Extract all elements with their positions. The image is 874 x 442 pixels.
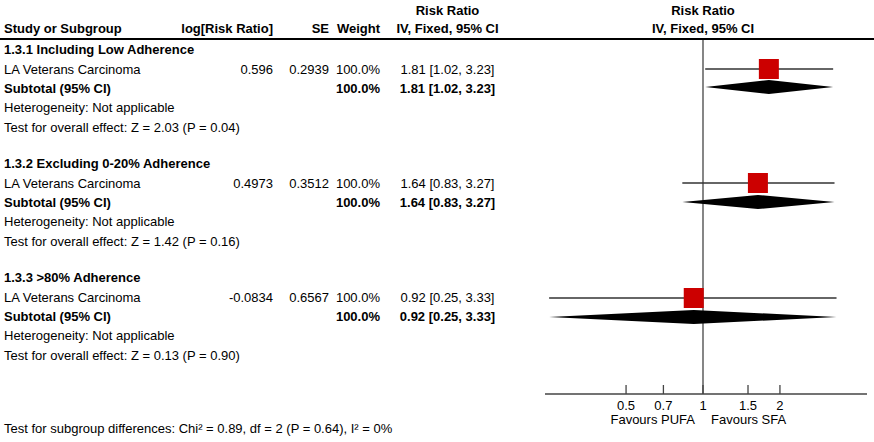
subtotal-weight: 100.0% <box>329 79 380 98</box>
section-spacer <box>0 138 515 154</box>
heterogeneity-note: Heterogeneity: Not applicable <box>0 212 515 232</box>
subgroup-title: 1.3.2 Excluding 0-20% Adherence <box>0 154 515 174</box>
table-body: 1.3.1 Including Low Adherence LA Veteran… <box>0 40 515 366</box>
table-header-row: Study or Subgroup log[Risk Ratio] SE Wei… <box>0 21 515 36</box>
study-name: LA Veterans Carcinoma <box>0 60 171 79</box>
subgroup-title: 1.3.3 >80% Adherence <box>0 268 515 288</box>
study-name: LA Veterans Carcinoma <box>0 174 171 193</box>
study-effect-square <box>684 288 704 308</box>
study-effect-square <box>759 59 779 79</box>
subtotal-row: Subtotal (95% CI) 100.0% 1.64 [0.83, 3.2… <box>0 193 515 212</box>
col-header-weight: Weight <box>329 21 380 36</box>
study-row: LA Veterans Carcinoma -0.0834 0.6567 100… <box>0 288 515 307</box>
subtotal-row: Subtotal (95% CI) 100.0% 1.81 [1.02, 3.2… <box>0 79 515 98</box>
x-axis-tick-label: 0.7 <box>654 398 672 413</box>
study-log-rr: 0.596 <box>171 60 273 79</box>
heterogeneity-note: Heterogeneity: Not applicable <box>0 98 515 118</box>
x-axis-tick-label: 0.5 <box>617 398 635 413</box>
subgroup-differences-note: Test for subgroup differences: Chi² = 0.… <box>4 421 392 436</box>
subtotal-effect-ci: 1.64 [0.83, 3.27] <box>380 193 515 212</box>
subtotal-label: Subtotal (95% CI) <box>0 307 171 326</box>
favours-right-label: Favours SFA <box>711 412 786 427</box>
subtotal-weight: 100.0% <box>329 307 380 326</box>
study-weight: 100.0% <box>329 288 380 307</box>
study-se: 0.3512 <box>273 174 329 193</box>
col-header-study: Study or Subgroup <box>0 21 171 36</box>
subtotal-diamond <box>682 195 834 209</box>
col-header-effect: IV, Fixed, 95% CI <box>380 21 515 36</box>
overall-effect-note: Test for overall effect: Z = 1.42 (P = 0… <box>0 232 515 252</box>
study-se: 0.2939 <box>273 60 329 79</box>
study-name: LA Veterans Carcinoma <box>0 288 171 307</box>
plot-header-line2: IV, Fixed, 95% CI <box>628 21 778 36</box>
x-axis-tick-label: 1 <box>699 398 706 413</box>
forest-plot-canvas: 0.5 0.7 1 1.5 2 Favours PUFA Favours SFA Risk … <box>0 0 874 442</box>
subtotal-effect-ci: 0.92 [0.25, 3.33] <box>380 307 515 326</box>
subtotal-label: Subtotal (95% CI) <box>0 79 171 98</box>
section-spacer <box>0 252 515 268</box>
overall-effect-note: Test for overall effect: Z = 0.13 (P = 0… <box>0 346 515 366</box>
x-axis-tick-label: 1.5 <box>739 398 757 413</box>
subtotal-diamond <box>705 80 833 94</box>
study-effect-ci: 1.64 [0.83, 3.27] <box>380 174 515 193</box>
subtotal-effect-ci: 1.81 [1.02, 3.23] <box>380 79 515 98</box>
study-effect-ci: 1.81 [1.02, 3.23] <box>380 60 515 79</box>
plot-header-line1: Risk Ratio <box>628 3 778 18</box>
study-row: LA Veterans Carcinoma 0.596 0.2939 100.0… <box>0 60 515 79</box>
subtotal-diamond <box>549 310 836 324</box>
subgroup-title: 1.3.1 Including Low Adherence <box>0 40 515 60</box>
study-log-rr: -0.0834 <box>171 288 273 307</box>
x-axis-tick-label: 2 <box>776 398 783 413</box>
study-weight: 100.0% <box>329 174 380 193</box>
study-weight: 100.0% <box>329 60 380 79</box>
study-log-rr: 0.4973 <box>171 174 273 193</box>
table-header: Risk Ratio Risk Ratio Study or Subgroup … <box>0 0 874 40</box>
study-effect-ci: 0.92 [0.25, 3.33] <box>380 288 515 307</box>
favours-left-label: Favours PUFA <box>610 412 695 427</box>
overall-effect-note: Test for overall effect: Z = 2.03 (P = 0… <box>0 118 515 138</box>
col-header-log-rr: log[Risk Ratio] <box>171 21 273 36</box>
subtotal-label: Subtotal (95% CI) <box>0 193 171 212</box>
subtotal-weight: 100.0% <box>329 193 380 212</box>
study-row: LA Veterans Carcinoma 0.4973 0.3512 100.… <box>0 174 515 193</box>
study-se: 0.6567 <box>273 288 329 307</box>
heterogeneity-note: Heterogeneity: Not applicable <box>0 326 515 346</box>
effect-column-header-line1: Risk Ratio <box>380 3 515 18</box>
study-effect-square <box>748 173 768 193</box>
col-header-se: SE <box>273 21 329 36</box>
subtotal-row: Subtotal (95% CI) 100.0% 0.92 [0.25, 3.3… <box>0 307 515 326</box>
